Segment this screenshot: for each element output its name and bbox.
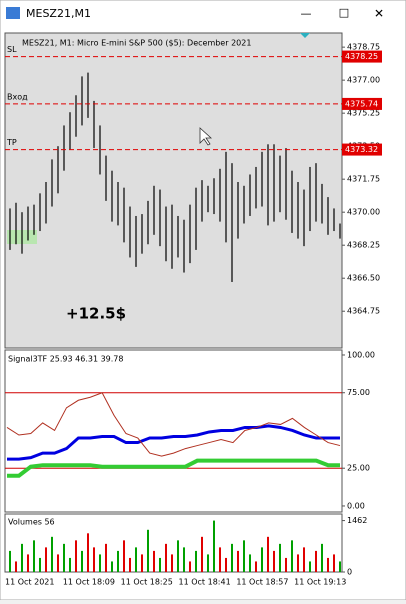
panel-title: Volumes 56 [8,518,55,527]
y-tick-label: 100.00 [347,350,375,359]
panel-title: Signal3TF 25.93 46.31 39.78 [8,355,124,364]
indicator-line [7,424,340,461]
level-name: Вход [7,92,28,101]
y-tick-label: 25.00 [347,464,370,473]
indicator-panel [4,349,343,513]
y-tick-label: 4371.75 [347,175,380,184]
level-name: TP [6,138,17,147]
y-tick-label: 4368.25 [347,241,380,250]
y-tick-label: 1462 [347,516,367,525]
y-tick-label: 75.00 [347,388,370,397]
window-title: MESZ21,M1 [26,7,91,20]
scroll-marker [300,33,310,38]
price-tag-label: 4378.25 [345,52,378,61]
y-tick-label: 4370.00 [347,208,380,217]
y-tick-label: 0.00 [347,501,365,510]
panel-title: MESZ21, M1: Micro E-mini S&P 500 ($5): D… [22,39,251,48]
x-tick-label: 11 Oct 18:41 [179,578,231,587]
price-tag-label: 4373.32 [345,145,378,154]
y-tick-label: 4364.75 [347,307,380,316]
y-tick-label: 4378.75 [347,43,380,52]
x-tick-label: 11 Oct 18:25 [121,578,173,587]
price-tag [342,143,382,156]
minimize-button[interactable]: — [301,7,312,20]
price-tag [342,97,382,110]
indicator-line [7,458,340,478]
maximize-button[interactable]: ☐ [339,7,350,21]
y-tick-label: 0 [347,568,352,577]
x-tick-label: 11 Oct 2021 [5,578,54,587]
y-tick-label: 4377.00 [347,76,380,85]
indicator-line [6,392,341,457]
x-tick-label: 11 Oct 18:09 [63,578,115,587]
close-button[interactable]: ✕ [374,7,384,21]
y-tick-label: 4366.50 [347,274,380,283]
cursor [199,127,213,146]
app-icon [6,7,20,19]
y-tick-label: 4375.25 [347,109,380,118]
x-tick-label: 11 Oct 19:13 [294,578,346,587]
level-name: SL [7,45,17,54]
price-tag-label: 4375.74 [345,99,378,108]
profit-annotation: +12.5$ [66,305,126,323]
x-tick-label: 11 Oct 18:57 [236,578,288,587]
price-tag [342,50,382,63]
